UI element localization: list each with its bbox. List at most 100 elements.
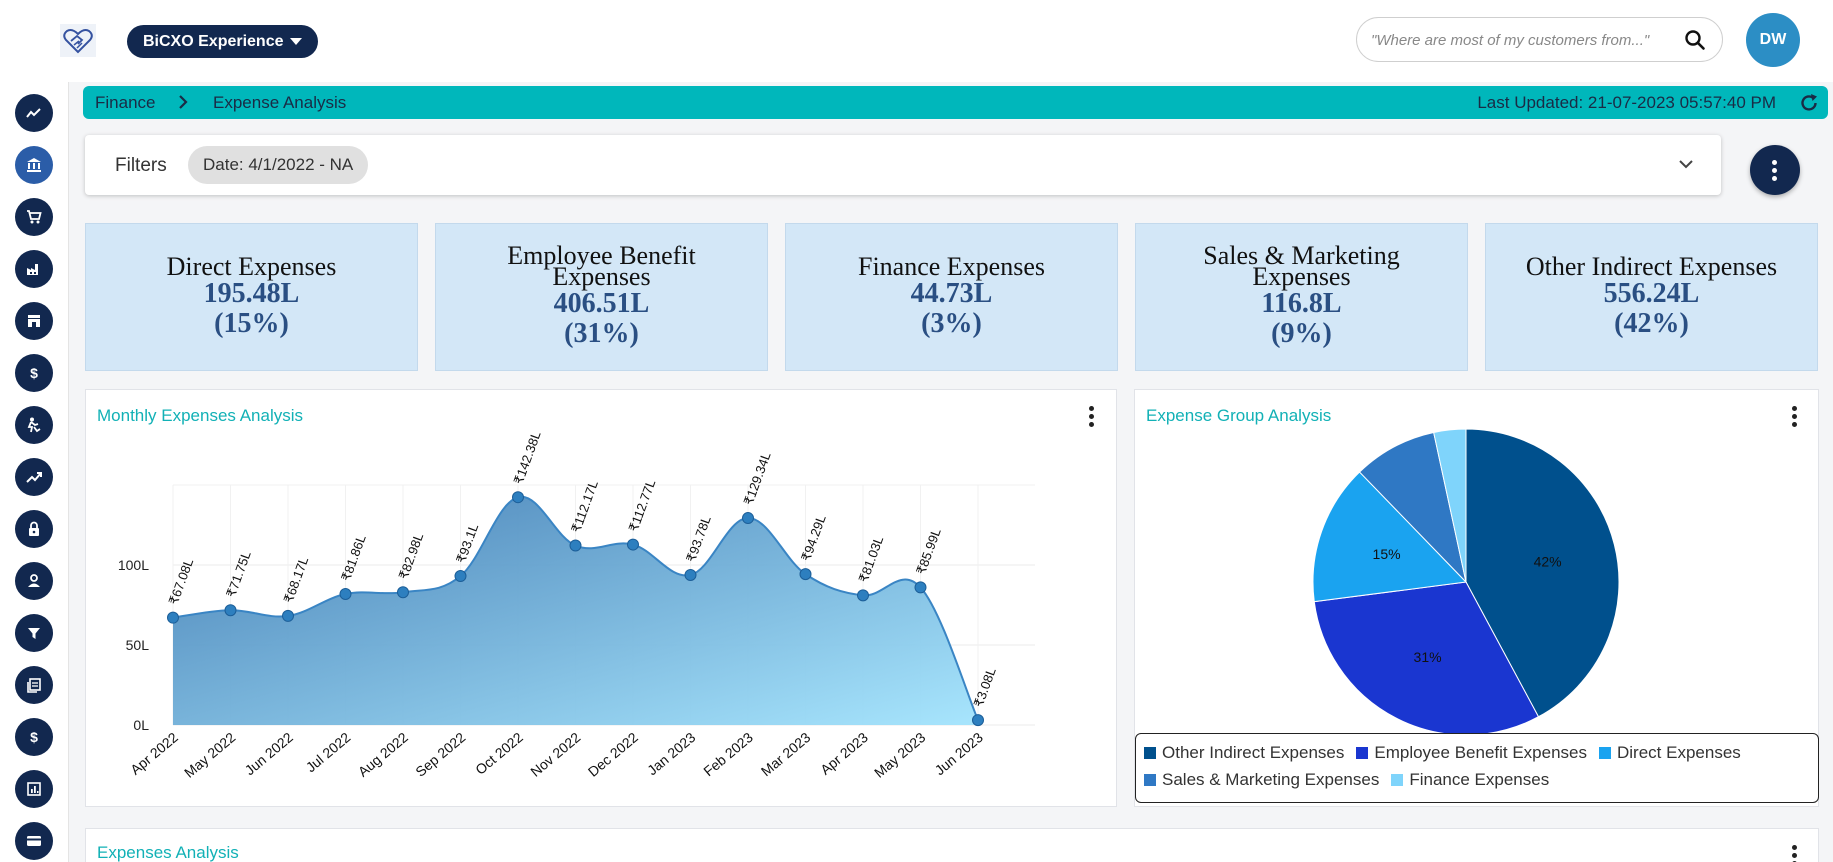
panel-title: Expenses Analysis: [97, 843, 239, 862]
sidebar-item-report[interactable]: [15, 770, 53, 808]
breadcrumb-finance[interactable]: Finance: [95, 93, 156, 112]
kpi-card-employee-benefit: Employee Benefit Expenses 406.51L (31%): [435, 223, 768, 371]
sidebar-item-lock[interactable]: [15, 510, 53, 548]
kpi-title: Finance Expenses: [857, 251, 1045, 281]
pie-slice[interactable]: [1465, 428, 1620, 718]
data-point[interactable]: [914, 581, 927, 594]
chevron-down-icon[interactable]: [1677, 157, 1695, 171]
data-point[interactable]: [339, 588, 352, 601]
data-label: ₹81.03L: [856, 534, 887, 584]
sidebar-item-factory[interactable]: [15, 250, 53, 288]
dollar-icon: $: [30, 729, 38, 745]
sidebar-item-documents[interactable]: [15, 666, 53, 704]
more-options-button[interactable]: [1750, 145, 1800, 195]
data-point[interactable]: [569, 539, 582, 552]
legend-label: Employee Benefit Expenses: [1374, 743, 1587, 762]
y-tick-label: 50L: [126, 637, 150, 653]
sidebar-item-trend-up[interactable]: [15, 458, 53, 496]
user-avatar[interactable]: DW: [1746, 13, 1800, 67]
kpi-card-direct-expenses: Direct Expenses 195.48L (15%): [85, 223, 418, 371]
data-point[interactable]: [857, 589, 869, 602]
search-box[interactable]: [1356, 17, 1723, 62]
x-tick-label: Apr 2023: [817, 729, 871, 778]
sidebar-item-card[interactable]: [15, 822, 53, 860]
kpi-percent: (31%): [564, 318, 639, 349]
x-tick-label: Apr 2022: [127, 729, 181, 778]
data-point[interactable]: [742, 512, 754, 525]
svg-text:$: $: [30, 729, 38, 745]
experience-dropdown[interactable]: BiCXO Experience: [127, 25, 318, 58]
sidebar-item-dollar[interactable]: $: [15, 354, 53, 392]
search-input[interactable]: [1371, 29, 1681, 51]
experience-label: BiCXO Experience: [143, 33, 284, 50]
search-icon[interactable]: [1683, 28, 1707, 52]
data-point[interactable]: [972, 714, 984, 727]
legend-item[interactable]: Other Indirect Expenses: [1144, 739, 1344, 766]
legend-swatch: [1599, 746, 1611, 759]
kpi-value: 556.24L: [1603, 277, 1700, 309]
pie-slice[interactable]: [1433, 428, 1467, 583]
sidebar-item-store[interactable]: [15, 302, 53, 340]
panel-menu-icon[interactable]: [1792, 406, 1798, 428]
sidebar-item-cart[interactable]: [15, 198, 53, 236]
kpi-title: Sales & Marketing Expenses: [1203, 241, 1400, 291]
data-point[interactable]: [224, 604, 237, 617]
legend-swatch: [1356, 746, 1369, 759]
legend-item[interactable]: Employee Benefit Expenses: [1356, 739, 1587, 766]
legend-label: Finance Expenses: [1409, 770, 1550, 789]
data-point[interactable]: [397, 586, 409, 599]
data-point[interactable]: [627, 538, 639, 551]
slice-label: 15%: [1373, 546, 1401, 562]
data-label: ₹68.17L: [281, 555, 312, 605]
cart-icon: [27, 210, 42, 224]
data-point[interactable]: [512, 491, 524, 504]
pie-slice[interactable]: [1313, 581, 1540, 733]
documents-icon: [27, 678, 41, 693]
sidebar-item-dollar-2[interactable]: $: [15, 718, 53, 756]
pie-slice[interactable]: [1358, 431, 1467, 584]
x-tick-label: Jun 2022: [242, 729, 297, 778]
panel-menu-icon[interactable]: [1089, 406, 1095, 428]
data-point[interactable]: [684, 568, 697, 581]
legend-item[interactable]: Sales & Marketing Expenses: [1144, 766, 1379, 793]
data-label: ₹93.78L: [683, 514, 714, 564]
data-point[interactable]: [454, 570, 467, 583]
card-icon: [27, 836, 41, 846]
caret-down-icon: [289, 38, 302, 45]
data-label: ₹82.98L: [396, 531, 427, 581]
refresh-icon[interactable]: [1798, 92, 1820, 114]
data-point[interactable]: [282, 609, 294, 622]
data-point[interactable]: [167, 611, 179, 624]
dollar-icon: $: [30, 365, 38, 381]
date-filter-chip[interactable]: Date: 4/1/2022 - NA: [188, 146, 369, 184]
sidebar-item-bank[interactable]: [15, 146, 53, 184]
pie-slice[interactable]: [1312, 471, 1468, 603]
legend-label: Sales & Marketing Expenses: [1162, 770, 1380, 789]
sidebar-item-user[interactable]: [15, 562, 53, 600]
kpi-percent: (3%): [921, 307, 982, 339]
x-tick-label: Feb 2023: [700, 729, 756, 779]
filters-panel[interactable]: Filters Date: 4/1/2022 - NA: [85, 135, 1721, 195]
kpi-card-finance-expenses: Finance Expenses 44.73L (3%): [785, 223, 1118, 371]
chevron-right-icon: [179, 95, 188, 109]
kpi-title: Other Indirect Expenses: [1525, 251, 1778, 281]
sidebar-item-person[interactable]: [15, 406, 53, 444]
user-icon: [28, 574, 40, 587]
sidebar-item-filter[interactable]: [15, 614, 53, 652]
data-point[interactable]: [799, 568, 812, 581]
kpi-title: Direct Expenses: [166, 251, 337, 281]
slice-label: 42%: [1534, 553, 1562, 569]
panel-menu-icon[interactable]: [1792, 845, 1798, 862]
lock-icon: [29, 521, 39, 536]
line-chart-icon: [26, 108, 41, 118]
legend-item[interactable]: Finance Expenses: [1391, 766, 1549, 793]
more-vert-icon: [1772, 159, 1778, 181]
data-label: ₹81.86L: [338, 533, 369, 583]
sidebar-item-line-chart[interactable]: [15, 94, 53, 132]
legend-swatch: [1144, 773, 1156, 786]
sidebar: $ $: [0, 82, 69, 862]
bicxo-logo-icon[interactable]: [60, 24, 96, 57]
legend-item[interactable]: Direct Expenses: [1599, 739, 1741, 766]
breadcrumb-expense-analysis: Expense Analysis: [213, 93, 347, 112]
x-tick-label: Sep 2022: [412, 729, 468, 780]
